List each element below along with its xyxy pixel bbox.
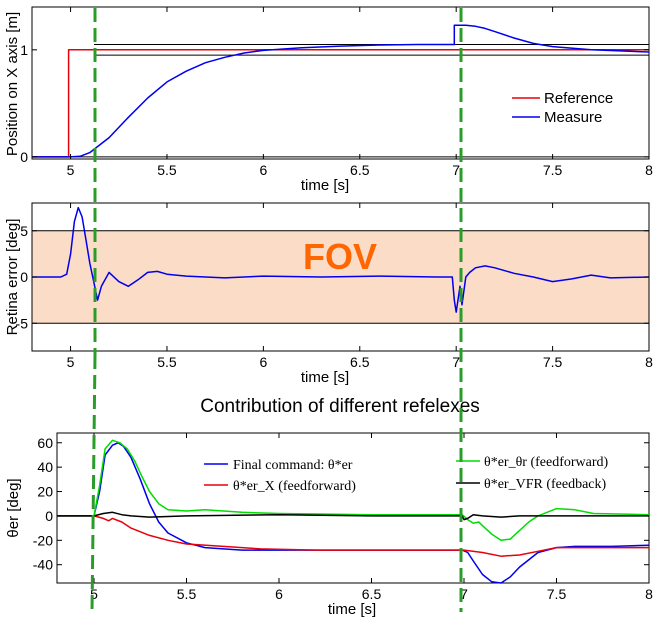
y-tick-label: 0 — [45, 508, 53, 524]
series-line-series-0 — [32, 206, 650, 313]
retina-y-axis-label: Retina error [deg] — [4, 219, 21, 336]
legend-label-final-command: Final command: θ*er — [233, 458, 353, 473]
x-tick-label: 5 — [90, 586, 98, 602]
y-tick-label: 0 — [20, 149, 28, 165]
reflex-series-group — [57, 439, 650, 584]
position-panel: 5 5.5 6 6.5 7 7.5 8 0 1 time [s] Position on X a… — [4, 6, 653, 194]
x-tick-label: 5 — [67, 162, 75, 178]
x-tick-label: 7 — [460, 586, 468, 602]
x-tick-label: 6.5 — [362, 586, 382, 602]
series-line-final-command-er — [57, 442, 650, 584]
event-marker-1-lower — [90, 354, 97, 613]
retina-tick-labels: 5 5.5 6 6.5 7 7.5 8 -5 0 5 — [16, 203, 653, 370]
reflex-panel: 5 5.5 6 6.5 7 7.5 8 60 40 20 0 -20 -40 time [s] θer … — [5, 432, 653, 618]
series-line-er-r-feedforward — [57, 439, 650, 542]
retina-series-group — [32, 206, 650, 313]
figure-title: Contribution of different refelexes — [200, 396, 480, 417]
series-line-er-x-feedforward — [57, 515, 649, 557]
position-y-axis-label: Position on X axis [m] — [4, 12, 21, 156]
x-tick-label: 6 — [275, 586, 283, 602]
x-tick-label: 8 — [645, 586, 653, 602]
legend-label-theta-r: θ*er_θr (feedforward) — [484, 455, 609, 470]
x-tick-label: 7.5 — [543, 354, 563, 370]
x-tick-label: 5.5 — [177, 586, 197, 602]
x-tick-label: 6 — [259, 354, 267, 370]
x-tick-label: 7.5 — [547, 586, 567, 602]
retina-x-axis-label: time [s] — [301, 369, 349, 386]
position-plot-area — [31, 6, 650, 160]
y-tick-label: 0 — [20, 269, 28, 285]
position-x-axis-label: time [s] — [301, 177, 349, 194]
y-tick-label: -40 — [33, 557, 53, 573]
y-tick-label: 1 — [20, 42, 28, 58]
series-line-er-vfr-feedback — [57, 511, 649, 521]
reflex-plot-area — [56, 432, 650, 584]
y-tick-label: -20 — [33, 532, 53, 548]
x-tick-label: 8 — [645, 354, 653, 370]
x-tick-label: 8 — [645, 162, 653, 178]
x-tick-label: 5 — [67, 354, 75, 370]
x-tick-label: 5.5 — [157, 162, 177, 178]
legend-label-theta-x: θ*er_X (feedforward) — [233, 479, 356, 494]
y-tick-label: 60 — [37, 435, 53, 451]
y-tick-label: 20 — [37, 484, 53, 500]
x-tick-label: 6 — [259, 162, 267, 178]
x-tick-label: 5.5 — [157, 354, 177, 370]
legend-label-vfr: θ*er_VFR (feedback) — [484, 477, 606, 492]
fov-annotation: FOV — [303, 236, 377, 277]
position-tick-labels: 5 5.5 6 6.5 7 7.5 8 0 1 — [20, 7, 653, 178]
reflex-y-axis-label: θer [deg] — [5, 478, 22, 537]
reflex-tick-labels: 5 5.5 6 6.5 7 7.5 8 60 40 20 0 -20 -40 — [33, 433, 653, 602]
legend-label-reference: Reference — [544, 90, 613, 107]
retina-panel: FOV 5 5.5 6 6.5 7 7.5 8 -5 0 5 time [s] Retina er… — [4, 202, 653, 386]
x-tick-label: 7 — [452, 162, 460, 178]
series-line-measure — [32, 24, 650, 158]
y-tick-label: 40 — [37, 459, 53, 475]
reflex-legend: Final command: θ*er θ*er_X (feedforward)… — [204, 455, 609, 494]
position-legend: Reference Measure — [512, 90, 613, 126]
x-tick-label: 6.5 — [350, 354, 370, 370]
x-tick-label: 7.5 — [543, 162, 563, 178]
x-tick-label: 7 — [452, 354, 460, 370]
position-series-group — [32, 24, 650, 158]
x-tick-label: 6.5 — [350, 162, 370, 178]
legend-label-measure: Measure — [544, 109, 602, 126]
reflex-x-axis-label: time [s] — [328, 601, 376, 618]
y-tick-label: 5 — [20, 223, 28, 239]
y-tick-label: -5 — [16, 315, 29, 331]
